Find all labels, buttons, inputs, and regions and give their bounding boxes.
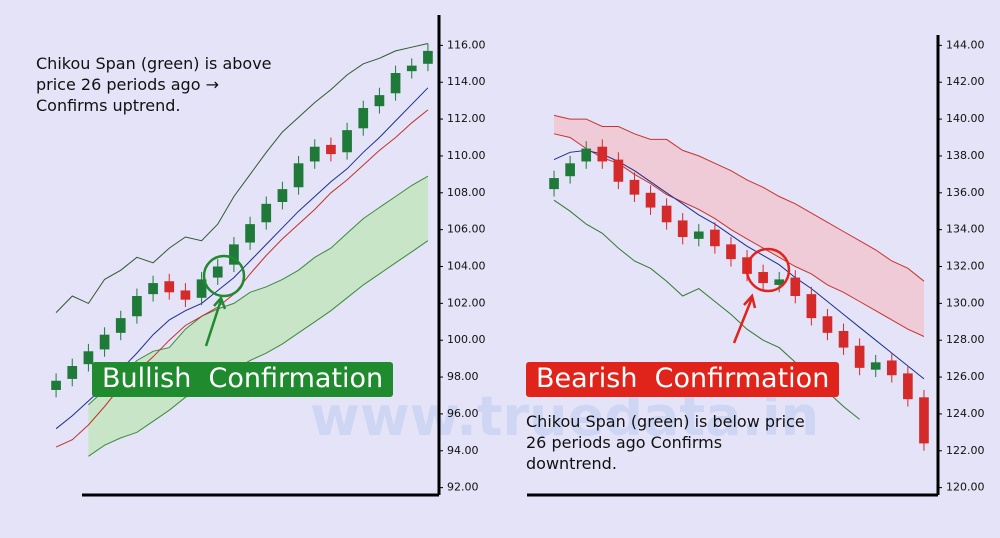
y-tick-label: 142.00: [946, 75, 985, 88]
candle-body: [677, 220, 688, 238]
candle-body: [374, 95, 385, 107]
candle-body: [886, 360, 897, 376]
cloud-edge: [553, 114, 925, 282]
arrow-head: [213, 295, 227, 310]
arrow: [204, 299, 223, 347]
candle-body: [549, 178, 559, 190]
candle-body: [726, 244, 736, 260]
y-tick-label: 140.00: [946, 112, 985, 125]
candle-body: [358, 108, 369, 129]
cloud: [554, 115, 924, 337]
y-tick-label: 128.00: [946, 333, 985, 346]
candle-body: [919, 397, 929, 444]
arrow: [732, 297, 754, 344]
y-tick-label: 94.00: [447, 444, 479, 457]
y-tick-label: 132.00: [946, 260, 985, 273]
candle-body: [838, 330, 849, 348]
y-tick-label: 138.00: [946, 149, 985, 162]
candle-body: [854, 345, 865, 368]
candle-body: [309, 146, 320, 162]
candle-body: [261, 203, 272, 223]
candle-body: [148, 283, 158, 295]
y-tick-label: 144.00: [946, 38, 985, 51]
y-tick-label: 92.00: [447, 481, 479, 494]
candle-body: [67, 366, 78, 379]
y-tick-label: 104.00: [447, 260, 486, 273]
candle-body: [229, 244, 239, 265]
y-tick-label: 136.00: [946, 186, 985, 199]
cloud-edge: [88, 175, 429, 406]
candle-body: [390, 73, 401, 94]
bearish-label: Bearish Confirmation: [526, 362, 840, 397]
candle-body: [132, 295, 142, 317]
y-tick-label: 124.00: [946, 407, 985, 420]
candle-body: [293, 163, 304, 188]
y-tick-label: 112.00: [447, 112, 486, 125]
candle-body: [758, 272, 768, 284]
y-tick-label: 102.00: [447, 296, 486, 309]
candle-body: [406, 65, 417, 72]
candle-body: [661, 205, 672, 223]
candle-body: [99, 334, 110, 350]
cloud-edge: [553, 133, 925, 337]
candle-body: [613, 159, 624, 182]
highlight-circle: [745, 247, 791, 293]
bullish-label: Bullish Confirmation: [92, 362, 394, 397]
cloud-edge: [88, 240, 429, 457]
y-tick-label: 110.00: [447, 149, 486, 162]
y-tick-label: 134.00: [946, 223, 985, 236]
candle-body: [774, 279, 785, 285]
highlight-circle: [202, 254, 246, 298]
candle-body: [565, 163, 575, 177]
y-tick-label: 122.00: [946, 444, 985, 457]
candle-body: [212, 266, 223, 278]
candle-body: [180, 290, 191, 300]
candle-body: [277, 189, 288, 203]
indicator-line: [55, 43, 429, 313]
candle-body: [822, 316, 833, 333]
y-tick-label: 126.00: [946, 370, 985, 383]
y-tick-label: 114.00: [447, 75, 486, 88]
candle-body: [597, 146, 608, 162]
y-tick-label: 108.00: [447, 186, 486, 199]
candle-body: [164, 281, 175, 293]
candle-body: [115, 318, 126, 333]
annotation: Chikou Span (green) is below price 26 pe…: [526, 412, 805, 473]
candle-body: [326, 144, 336, 155]
candle-body: [51, 380, 61, 390]
candle-body: [629, 179, 640, 195]
candle-body: [83, 351, 94, 365]
candle-body: [870, 362, 881, 370]
candle-body: [790, 277, 801, 296]
y-tick-label: 116.00: [447, 38, 486, 51]
y-tick-label: 98.00: [447, 370, 479, 383]
candle-body: [693, 231, 704, 239]
y-tick-label: 96.00: [447, 407, 479, 420]
candle-body: [903, 373, 913, 400]
arrow-head: [743, 293, 757, 309]
y-tick-label: 106.00: [447, 223, 486, 236]
candle-body: [245, 224, 255, 243]
y-tick-label: 130.00: [946, 296, 985, 309]
y-tick-label: 120.00: [946, 481, 985, 494]
candle-body: [645, 192, 656, 208]
candle-body: [342, 130, 352, 153]
candle-body: [710, 229, 720, 247]
annotation: Chikou Span (green) is above price 26 pe…: [36, 54, 272, 115]
y-tick-label: 100.00: [447, 333, 486, 346]
candle-body: [196, 279, 207, 298]
candle-body: [806, 294, 817, 319]
candle-body: [423, 50, 433, 64]
candle-body: [581, 148, 592, 162]
